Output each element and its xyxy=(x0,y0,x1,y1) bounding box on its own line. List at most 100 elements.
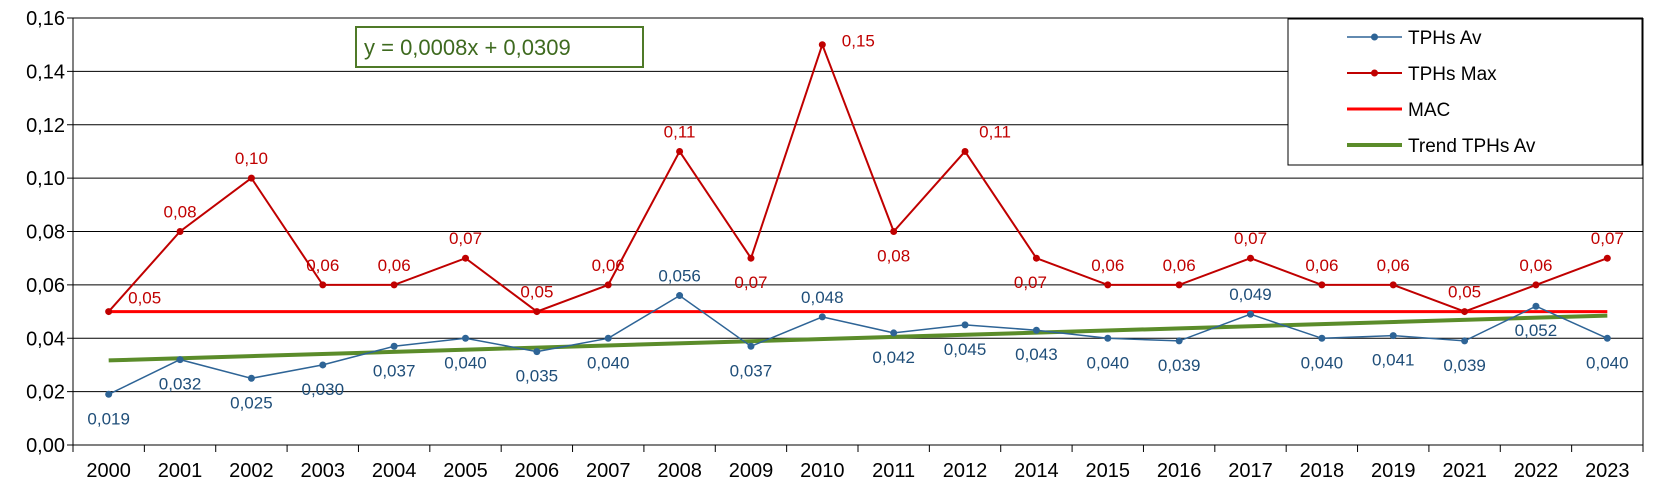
tphs-av-point xyxy=(1603,334,1611,342)
tphs-av-data-label: 0,049 xyxy=(1229,285,1272,304)
tphs-av-data-label: 0,025 xyxy=(230,393,273,412)
tphs-av-point xyxy=(247,374,255,382)
tphs-max-point xyxy=(1603,254,1611,262)
x-tick-label: 2001 xyxy=(158,460,203,482)
tphs-av-data-label: 0,042 xyxy=(872,348,915,367)
tphs-av-point xyxy=(604,334,612,342)
tphs-max-point xyxy=(176,228,184,235)
tphs-av-point xyxy=(890,329,898,337)
y-tick-label: 0,02 xyxy=(26,382,65,404)
x-tick-label: 2019 xyxy=(1371,460,1416,482)
y-tick-label: 0,04 xyxy=(26,328,65,350)
tphs-max-point xyxy=(390,281,398,289)
tphs-max-point xyxy=(462,254,469,262)
x-tick-label: 2023 xyxy=(1585,460,1630,482)
legend-marker xyxy=(1371,33,1378,41)
legend-marker xyxy=(1371,69,1378,77)
tphs-max-point xyxy=(105,308,113,316)
y-tick-label: 0,12 xyxy=(26,115,65,137)
tphs-max-data-label: 0,15 xyxy=(842,32,875,51)
tphs-av-point xyxy=(462,334,469,342)
tphs-av-data-label: 0,030 xyxy=(301,380,344,399)
tphs-max-data-label: 0,11 xyxy=(979,122,1011,141)
y-tick-label: 0,08 xyxy=(26,222,65,244)
tphs-av-point xyxy=(676,292,684,300)
tphs-av-point xyxy=(961,321,969,329)
tphs-max-point xyxy=(676,147,684,155)
x-tick-label: 2002 xyxy=(229,460,274,482)
tphs-max-point xyxy=(890,228,898,235)
legend: TPHs Av TPHs Max MAC Trend TPHs Av xyxy=(1287,18,1643,166)
tphs-max-data-label: 0,06 xyxy=(378,256,411,275)
tphs-av-data-label: 0,056 xyxy=(658,267,701,286)
tphs-max-data-label: 0,06 xyxy=(1091,256,1124,275)
tphs-max-line xyxy=(107,41,1608,313)
x-tick-label: 2022 xyxy=(1514,460,1559,482)
tphs-av-point xyxy=(533,348,541,356)
y-tick-label: 0,10 xyxy=(26,168,65,190)
x-tick-label: 2007 xyxy=(586,460,631,482)
tphs-av-data-label: 0,040 xyxy=(444,353,487,372)
tphs-max-data-label: 0,06 xyxy=(592,256,625,275)
legend-label: TPHs Av xyxy=(1408,28,1482,49)
tphs-max-point xyxy=(1532,281,1540,289)
x-tick-label: 2008 xyxy=(657,460,702,482)
x-tick-label: 2011 xyxy=(872,460,915,482)
tphs-max-data-label: 0,05 xyxy=(520,283,553,302)
x-tick-label: 2000 xyxy=(86,460,131,482)
tphs-max-data-label: 0,07 xyxy=(1234,229,1267,248)
tphs-av-data-label: 0,043 xyxy=(1015,345,1058,364)
tphs-av-point xyxy=(1532,302,1540,310)
tphs-max-data-label: 0,06 xyxy=(1305,256,1338,275)
tphs-max-data-label: 0,06 xyxy=(1377,256,1410,275)
y-tick-label: 0,14 xyxy=(26,61,65,83)
tphs-av-data-label: 0,040 xyxy=(1586,353,1629,372)
tphs-max-point xyxy=(1247,254,1254,262)
y-tick-label: 0,00 xyxy=(26,435,65,457)
tphs-av-data-label: 0,048 xyxy=(801,288,844,307)
trend-line xyxy=(108,313,1608,363)
tphs-max-data-label: 0,06 xyxy=(306,256,339,275)
trend-equation: y = 0,0008x + 0,0309 xyxy=(364,35,571,60)
tphs-av-data-label: 0,037 xyxy=(373,361,416,380)
tphs-max-data-label: 0,05 xyxy=(1448,283,1481,302)
tphs-max-point xyxy=(961,147,969,155)
tphs-av-point xyxy=(319,361,327,369)
tphs-av-line xyxy=(108,294,1608,395)
x-tick-label: 2006 xyxy=(515,460,560,482)
x-tick-label: 2015 xyxy=(1086,460,1131,482)
x-tick-labels: 2000 2001 2002 2003 2004 2005 2006 2007 2008 2009… xyxy=(86,460,1629,482)
tphs-av-point xyxy=(747,342,755,350)
tphs-max-data-label: 0,07 xyxy=(1591,229,1624,248)
tphs-max-data-label: 0,07 xyxy=(1014,273,1047,292)
tphs-av-data-label: 0,052 xyxy=(1515,321,1558,340)
tphs-av-data-label: 0,035 xyxy=(516,367,559,386)
tphs-av-data-label: 0,041 xyxy=(1372,351,1415,370)
tphs-max-point xyxy=(247,174,255,182)
tphs-max-point xyxy=(1175,281,1183,289)
tphs-av-data-label: 0,037 xyxy=(730,361,773,380)
tphs-max-data-label: 0,07 xyxy=(449,229,482,248)
tphs-av-point xyxy=(818,313,826,321)
tphs-max-data-label: 0,10 xyxy=(235,149,268,168)
tphs-av-point xyxy=(1461,337,1469,345)
tphs-max-data-label: 0,08 xyxy=(877,247,910,266)
x-tick-label: 2003 xyxy=(301,460,346,482)
tphs-max-point xyxy=(747,254,755,262)
axes xyxy=(67,17,1644,452)
tphs-max-point xyxy=(604,281,612,289)
x-tick-label: 2012 xyxy=(943,460,988,482)
x-tick-label: 2010 xyxy=(800,460,845,482)
tphs-av-point xyxy=(1318,334,1326,342)
y-tick-label: 0,06 xyxy=(26,275,65,297)
tphs-av-point xyxy=(176,356,184,364)
tphs-max-data-label: 0,05 xyxy=(128,289,161,308)
tphs-av-data-label: 0,040 xyxy=(1301,353,1344,372)
x-tick-label: 2004 xyxy=(372,460,417,482)
legend-items: TPHs Av TPHs Max MAC Trend TPHs Av xyxy=(1347,28,1536,157)
y-tick-label: 0,16 xyxy=(26,8,65,30)
tphs-av-point xyxy=(1389,332,1397,340)
tphs-av-data-label: 0,032 xyxy=(159,375,202,394)
legend-frame xyxy=(1287,18,1643,166)
